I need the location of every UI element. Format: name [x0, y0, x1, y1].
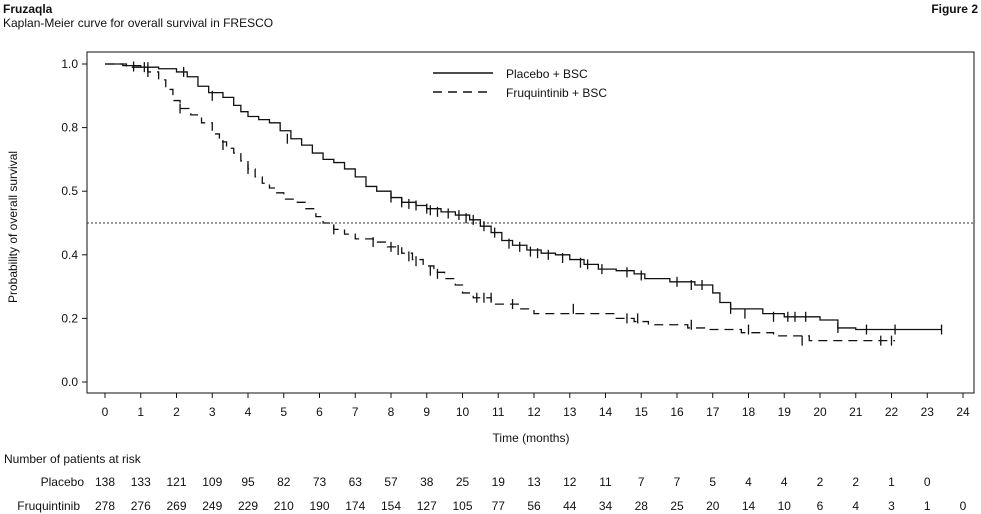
x-tick-label: 4 [245, 405, 252, 419]
risk-value: 77 [492, 499, 506, 513]
risk-value: 44 [563, 499, 577, 513]
risk-value: 2 [852, 475, 859, 489]
x-tick-label: 24 [956, 405, 970, 419]
x-tick-label: 18 [742, 405, 756, 419]
risk-value: 1 [888, 475, 895, 489]
risk-value: 57 [384, 475, 398, 489]
risk-value: 5 [709, 475, 716, 489]
risk-value: 4 [852, 499, 859, 513]
chart-curves [105, 61, 943, 346]
risk-value: 0 [960, 499, 967, 513]
chart-legend: Placebo + BSC Fruquintinib + BSC [433, 67, 607, 100]
x-tick-label: 22 [885, 405, 899, 419]
risk-value: 276 [131, 499, 151, 513]
risk-value: 249 [202, 499, 222, 513]
x-tick-label: 3 [209, 405, 216, 419]
risk-value: 25 [456, 475, 470, 489]
risk-value: 4 [781, 475, 788, 489]
x-axis-label: Time (months) [493, 431, 570, 445]
x-tick-label: 20 [813, 405, 827, 419]
y-tick-label: 0.2 [61, 311, 78, 325]
chart-axes: 0 1 2 3 4 5 6 7 8 9 10 11 12 13 14 15 16 17 18 19 20 21 22 23 24… [61, 51, 975, 419]
x-tick-label: 13 [563, 405, 577, 419]
y-tick-label: 1.0 [61, 57, 78, 71]
y-axis-label: Probability of overall survival [6, 151, 20, 303]
x-tick-label: 17 [706, 405, 720, 419]
risk-value: 2 [817, 475, 824, 489]
risk-value: 19 [492, 475, 506, 489]
risk-value: 138 [95, 475, 115, 489]
x-tick-label: 0 [102, 405, 109, 419]
risk-value: 121 [166, 475, 186, 489]
risk-value: 14 [742, 499, 756, 513]
risk-value: 1 [924, 499, 931, 513]
risk-value: 154 [381, 499, 401, 513]
risk-value: 109 [202, 475, 222, 489]
risk-value: 82 [277, 475, 291, 489]
survival-curve-placebo [105, 63, 942, 331]
x-tick-label: 2 [173, 405, 180, 419]
x-tick-label: 16 [670, 405, 684, 419]
y-tick-label: 0.0 [61, 375, 78, 389]
risk-value: 4 [745, 475, 752, 489]
risk-value: 63 [349, 475, 363, 489]
risk-table: Placebo 138 133 121 109 95 82 73 63 57 38 25 19 13 12 1… [17, 475, 966, 513]
risk-value: 12 [563, 475, 577, 489]
x-tick-label: 8 [388, 405, 395, 419]
risk-value: 25 [670, 499, 684, 513]
risk-value: 28 [635, 499, 649, 513]
figure-label: Figure 2 [931, 2, 978, 16]
risk-value: 20 [706, 499, 720, 513]
survival-curve-fruquintinib [105, 63, 896, 342]
risk-value: 73 [313, 475, 327, 489]
risk-table-title: Number of patients at risk [4, 452, 141, 466]
risk-value: 210 [274, 499, 294, 513]
x-tick-label: 9 [423, 405, 430, 419]
chart-subtitle: Kaplan-Meier curve for overall survival … [3, 16, 274, 30]
risk-value: 56 [527, 499, 541, 513]
risk-value: 38 [420, 475, 434, 489]
risk-value: 105 [452, 499, 472, 513]
risk-value: 174 [345, 499, 365, 513]
risk-row-label: Placebo [41, 475, 85, 489]
x-tick-label: 7 [352, 405, 359, 419]
x-tick-label: 1 [137, 405, 144, 419]
risk-value: 269 [166, 499, 186, 513]
x-tick-label: 11 [492, 405, 505, 419]
risk-value: 6 [817, 499, 824, 513]
y-tick-label: 0.4 [61, 248, 78, 262]
y-tick-label: 0.8 [61, 121, 78, 135]
risk-value: 13 [527, 475, 541, 489]
risk-value: 11 [599, 475, 612, 489]
risk-value: 229 [238, 499, 258, 513]
risk-value: 190 [309, 499, 329, 513]
x-tick-label: 23 [921, 405, 935, 419]
x-tick-label: 21 [849, 405, 863, 419]
x-tick-label: 5 [280, 405, 287, 419]
y-tick-label: 0.5 [61, 184, 78, 198]
x-tick-label: 10 [456, 405, 470, 419]
risk-value: 0 [924, 475, 931, 489]
risk-value: 95 [241, 475, 255, 489]
product-name: Fruzaqla [3, 2, 53, 16]
risk-value: 278 [95, 499, 115, 513]
x-tick-label: 6 [316, 405, 323, 419]
risk-value: 34 [599, 499, 613, 513]
x-tick-label: 15 [635, 405, 649, 419]
risk-row-label: Fruquintinib [17, 499, 80, 513]
x-tick-label: 14 [599, 405, 613, 419]
legend-label-placebo: Placebo + BSC [506, 67, 588, 81]
risk-value: 3 [888, 499, 895, 513]
risk-value: 127 [417, 499, 437, 513]
x-tick-label: 12 [527, 405, 541, 419]
risk-value: 10 [778, 499, 792, 513]
risk-value: 7 [638, 475, 645, 489]
legend-label-fruquintinib: Fruquintinib + BSC [506, 86, 607, 100]
risk-value: 7 [674, 475, 681, 489]
x-tick-label: 19 [778, 405, 792, 419]
risk-value: 133 [131, 475, 151, 489]
